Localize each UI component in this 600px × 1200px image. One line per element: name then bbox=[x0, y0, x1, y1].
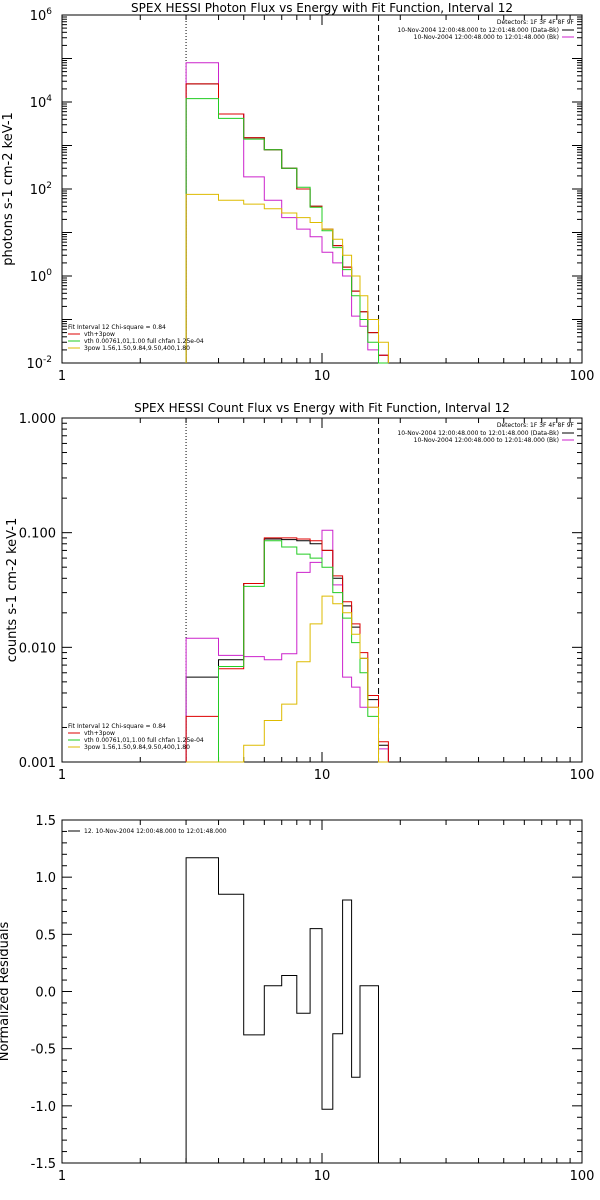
x-tick-label: 100 bbox=[570, 369, 595, 384]
y-tick-label: 104 bbox=[30, 94, 53, 111]
chart-panel-2: SPEX HESSI Count Flux vs Energy with Fit… bbox=[5, 401, 594, 783]
fit-legend-entry: vth 0.00761,01,1.00 full chfan 1.25e-04 bbox=[84, 737, 204, 744]
y-tick-exponent: 6 bbox=[46, 7, 52, 17]
legend-entry: 10-Nov-2004 12:00:48.000 to 12:01:48.000… bbox=[397, 430, 559, 437]
y-tick-label: -1.5 bbox=[31, 1157, 56, 1172]
y-axis-label: counts s-1 cm-2 keV-1 bbox=[5, 518, 20, 663]
y-tick-base: 10 bbox=[30, 96, 47, 111]
legend-entry: 10-Nov-2004 12:00:48.000 to 12:01:48.000… bbox=[397, 27, 559, 34]
y-tick-label: 1.000 bbox=[19, 412, 56, 427]
legend-entry: 12. 10-Nov-2004 12:00:48.000 to 12:01:48… bbox=[84, 828, 227, 835]
series-line-5 bbox=[186, 595, 389, 763]
y-tick-exponent: -2 bbox=[43, 355, 52, 365]
y-tick-label: 106 bbox=[30, 7, 53, 24]
fit-legend-entry: vth 0.00761,01,1.00 full chfan 1.25e-04 bbox=[84, 338, 204, 345]
y-tick-label: 0.010 bbox=[19, 641, 56, 656]
y-tick-base: 10 bbox=[30, 270, 47, 285]
x-tick-label: 1 bbox=[58, 369, 66, 384]
fit-legend-title: Fit Interval 12 Chi-square = 0.84 bbox=[68, 723, 166, 730]
chart-panel-3: Normalized Residuals 1 10 100 1.5 1.0 0.5 0.0 -0… bbox=[0, 814, 594, 1184]
series-line-4 bbox=[186, 540, 389, 763]
y-tick-label: 100 bbox=[30, 268, 53, 285]
series-line-3 bbox=[185, 83, 389, 363]
series-line-3 bbox=[185, 537, 389, 762]
x-tick-label: 100 bbox=[570, 768, 595, 783]
plot-frame bbox=[61, 417, 583, 763]
chart-panel-1: SPEX HESSI Photon Flux vs Energy with Fi… bbox=[1, 1, 594, 384]
y-tick-label: 0.001 bbox=[19, 756, 56, 771]
y-tick-label: 102 bbox=[30, 181, 52, 198]
y-tick-label: -1.0 bbox=[31, 1100, 56, 1115]
y-tick-label: 0.5 bbox=[35, 928, 56, 943]
y-tick-label: 0.100 bbox=[19, 527, 56, 542]
x-tick-label: 10 bbox=[314, 1169, 331, 1184]
x-tick-label: 1 bbox=[58, 1169, 66, 1184]
series-line-5 bbox=[185, 193, 389, 363]
x-tick-label: 10 bbox=[314, 369, 331, 384]
x-tick-label: 1 bbox=[58, 768, 66, 783]
fit-legend-entry: 3pow 1.56,1.50,9.84,9.50,400,1.80 bbox=[84, 744, 190, 751]
series-line-4 bbox=[185, 98, 389, 364]
fit-legend-entry: vth+3pow bbox=[84, 331, 115, 338]
y-tick-base: 10 bbox=[26, 357, 43, 372]
y-axis-label: photons s-1 cm-2 keV-1 bbox=[1, 112, 16, 266]
y-tick-exponent: 2 bbox=[46, 181, 52, 191]
y-tick-exponent: 4 bbox=[46, 94, 52, 104]
y-tick-label: 1.0 bbox=[35, 871, 56, 886]
y-tick-base: 10 bbox=[30, 9, 47, 24]
y-tick-label: 0.0 bbox=[35, 986, 56, 1001]
x-tick-label: 10 bbox=[314, 768, 331, 783]
series-line-1 bbox=[185, 857, 379, 1163]
series-line-1 bbox=[185, 538, 389, 762]
chart-title: SPEX HESSI Count Flux vs Energy with Fit… bbox=[134, 401, 510, 415]
plot-frame bbox=[61, 14, 583, 364]
y-tick-label: 10-2 bbox=[26, 355, 52, 372]
y-tick-base: 10 bbox=[30, 183, 47, 198]
legend-title: Detectors: 1F 3F 4F 8F 9F bbox=[497, 422, 575, 429]
fit-legend-entry: 3pow 1.56,1.50,9.84,9.50,400,1.80 bbox=[84, 345, 190, 352]
legend-entry: 10-Nov-2004 12:00:48.000 to 12:01:48.000… bbox=[414, 34, 559, 41]
series-line-2 bbox=[185, 529, 389, 762]
x-tick-label: 100 bbox=[570, 1169, 595, 1184]
fit-legend-entry: vth+3pow bbox=[84, 730, 115, 737]
legend-title: Detectors: 1F 3F 4F 8F 9F bbox=[497, 19, 575, 26]
legend-entry: 10-Nov-2004 12:00:48.000 to 12:01:48.000… bbox=[414, 437, 559, 444]
fit-legend-title: Fit Interval 12 Chi-square = 0.84 bbox=[68, 324, 166, 331]
y-axis-label: Normalized Residuals bbox=[0, 922, 12, 1062]
y-tick-label: 1.5 bbox=[35, 814, 56, 829]
y-tick-exponent: 0 bbox=[46, 268, 52, 278]
chart-title: SPEX HESSI Photon Flux vs Energy with Fi… bbox=[131, 1, 513, 15]
series-line-1 bbox=[185, 83, 389, 363]
y-tick-label: -0.5 bbox=[31, 1043, 56, 1058]
